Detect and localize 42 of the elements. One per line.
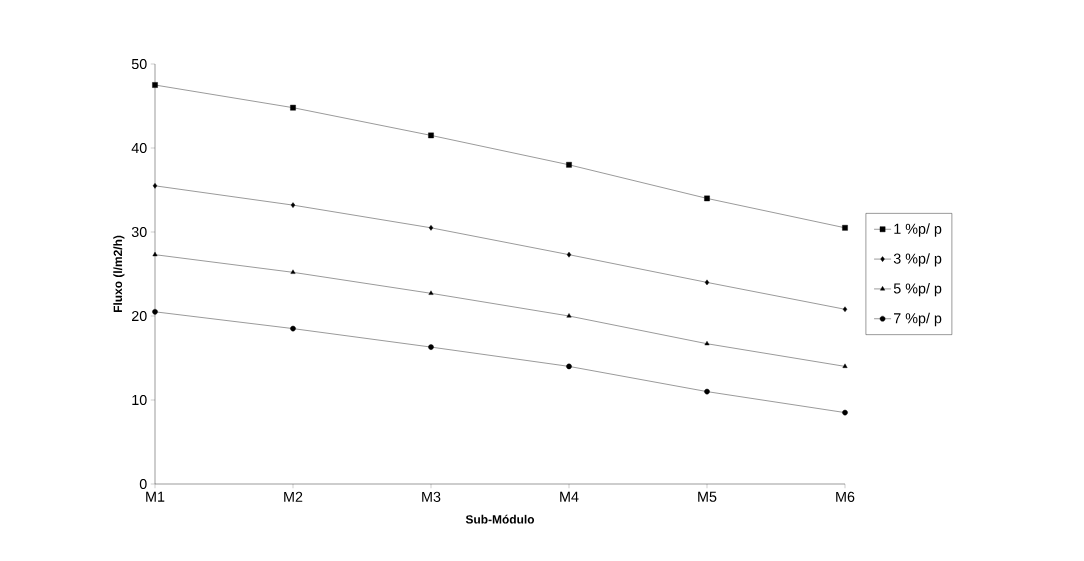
y-tick-label: 30 <box>131 226 147 238</box>
point <box>428 344 434 350</box>
y-axis-title: Fluxo (l/m2/h) <box>113 235 125 313</box>
point <box>566 162 572 168</box>
point <box>290 325 296 332</box>
x-tick-label: M1 <box>146 491 165 502</box>
x-tick-label: M5 <box>698 491 717 502</box>
point <box>428 132 434 139</box>
point <box>290 269 296 274</box>
y-tick-label: 10 <box>132 394 147 406</box>
point <box>152 251 158 257</box>
legend-label: 5 %p/ p <box>893 282 942 297</box>
point <box>842 363 848 368</box>
point <box>704 340 710 346</box>
point <box>290 202 296 208</box>
x-axis-title: Sub-Módulo <box>465 514 535 524</box>
y-tick-label: 40 <box>131 142 147 154</box>
point <box>704 279 710 286</box>
legend-label: 1 %p/ p <box>894 223 942 237</box>
point <box>152 183 158 189</box>
legend-label: 3 %p/ p <box>893 253 942 267</box>
x-tick-label: M4 <box>560 491 579 502</box>
point <box>428 225 434 231</box>
y-tick-label: 0 <box>139 478 147 490</box>
y-tick-label: 50 <box>131 58 147 70</box>
x-tick-label: M6 <box>836 491 855 502</box>
point <box>842 306 848 313</box>
point <box>290 104 296 111</box>
point <box>566 313 572 318</box>
point <box>842 225 848 231</box>
point <box>566 251 572 258</box>
point <box>152 82 158 88</box>
point <box>428 290 434 295</box>
x-tick-label: M2 <box>284 491 303 502</box>
y-tick-label: 20 <box>131 310 147 322</box>
point <box>842 409 848 416</box>
point <box>152 309 158 315</box>
x-tick-label: M3 <box>422 491 441 502</box>
point <box>704 388 710 395</box>
legend-label: 7 %p/ p <box>894 312 942 327</box>
point <box>566 363 572 370</box>
point <box>704 195 710 202</box>
